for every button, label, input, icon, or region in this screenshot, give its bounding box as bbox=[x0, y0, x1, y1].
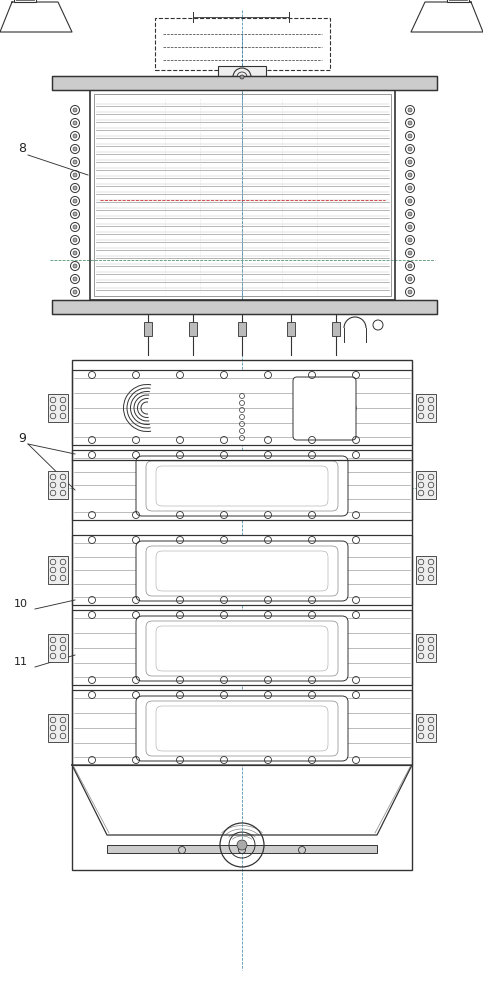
Circle shape bbox=[408, 121, 412, 125]
Bar bbox=[155, 18, 330, 70]
Polygon shape bbox=[72, 765, 412, 835]
Circle shape bbox=[73, 186, 77, 190]
Circle shape bbox=[408, 238, 412, 242]
Bar bbox=[416, 556, 436, 584]
Bar bbox=[48, 634, 68, 662]
Circle shape bbox=[73, 264, 77, 268]
Circle shape bbox=[408, 160, 412, 164]
Circle shape bbox=[73, 290, 77, 294]
Bar bbox=[218, 66, 266, 88]
FancyBboxPatch shape bbox=[146, 701, 338, 756]
Bar bbox=[72, 360, 412, 870]
Circle shape bbox=[73, 134, 77, 138]
FancyBboxPatch shape bbox=[146, 461, 338, 511]
Circle shape bbox=[73, 251, 77, 255]
Bar bbox=[72, 450, 412, 520]
Bar bbox=[287, 322, 295, 336]
Polygon shape bbox=[0, 2, 72, 32]
FancyBboxPatch shape bbox=[146, 621, 338, 676]
Polygon shape bbox=[411, 2, 483, 32]
Bar bbox=[90, 90, 395, 300]
Circle shape bbox=[408, 186, 412, 190]
Bar bbox=[72, 450, 412, 520]
Circle shape bbox=[408, 225, 412, 229]
Circle shape bbox=[240, 75, 244, 79]
Bar bbox=[52, 76, 437, 90]
Text: 8: 8 bbox=[18, 142, 26, 155]
Circle shape bbox=[408, 199, 412, 203]
Bar bbox=[416, 634, 436, 662]
Circle shape bbox=[408, 134, 412, 138]
FancyBboxPatch shape bbox=[146, 546, 338, 596]
Circle shape bbox=[73, 225, 77, 229]
Circle shape bbox=[408, 173, 412, 177]
Bar bbox=[107, 845, 377, 853]
Bar bbox=[332, 322, 340, 336]
Circle shape bbox=[408, 251, 412, 255]
FancyBboxPatch shape bbox=[136, 456, 348, 516]
Bar bbox=[48, 471, 68, 499]
Circle shape bbox=[73, 121, 77, 125]
Circle shape bbox=[408, 264, 412, 268]
Circle shape bbox=[408, 108, 412, 112]
Bar bbox=[48, 556, 68, 584]
Bar bbox=[144, 322, 152, 336]
Circle shape bbox=[73, 108, 77, 112]
Circle shape bbox=[408, 147, 412, 151]
Text: 9: 9 bbox=[18, 432, 26, 445]
Bar bbox=[72, 535, 412, 605]
Bar bbox=[72, 610, 412, 685]
Circle shape bbox=[73, 147, 77, 151]
Circle shape bbox=[237, 840, 247, 850]
Bar bbox=[52, 300, 437, 314]
Circle shape bbox=[73, 160, 77, 164]
Circle shape bbox=[73, 277, 77, 281]
Bar bbox=[416, 394, 436, 422]
Bar bbox=[72, 610, 412, 685]
Text: 11: 11 bbox=[14, 657, 28, 667]
Bar bbox=[238, 322, 246, 336]
FancyBboxPatch shape bbox=[156, 551, 328, 591]
Circle shape bbox=[408, 277, 412, 281]
Bar bbox=[416, 471, 436, 499]
Bar bbox=[72, 535, 412, 605]
Bar bbox=[72, 370, 412, 445]
FancyBboxPatch shape bbox=[156, 706, 328, 751]
Circle shape bbox=[73, 238, 77, 242]
Bar bbox=[48, 714, 68, 742]
Bar bbox=[52, 300, 437, 314]
Bar bbox=[72, 360, 412, 870]
Circle shape bbox=[408, 290, 412, 294]
Bar bbox=[189, 322, 197, 336]
FancyBboxPatch shape bbox=[136, 616, 348, 681]
Circle shape bbox=[408, 212, 412, 216]
Bar bbox=[48, 394, 68, 422]
Bar bbox=[52, 76, 437, 90]
Bar bbox=[14, 0, 36, 2]
Bar bbox=[416, 714, 436, 742]
Bar bbox=[90, 90, 395, 300]
Bar bbox=[72, 690, 412, 765]
Circle shape bbox=[73, 212, 77, 216]
Bar bbox=[94, 94, 391, 296]
FancyBboxPatch shape bbox=[156, 626, 328, 671]
Circle shape bbox=[73, 199, 77, 203]
Bar bbox=[72, 370, 412, 445]
Circle shape bbox=[73, 173, 77, 177]
FancyBboxPatch shape bbox=[293, 377, 356, 440]
FancyBboxPatch shape bbox=[136, 541, 348, 601]
Bar bbox=[72, 690, 412, 765]
Bar bbox=[447, 0, 469, 2]
FancyBboxPatch shape bbox=[136, 696, 348, 761]
Text: 10: 10 bbox=[14, 599, 28, 609]
FancyBboxPatch shape bbox=[156, 466, 328, 506]
